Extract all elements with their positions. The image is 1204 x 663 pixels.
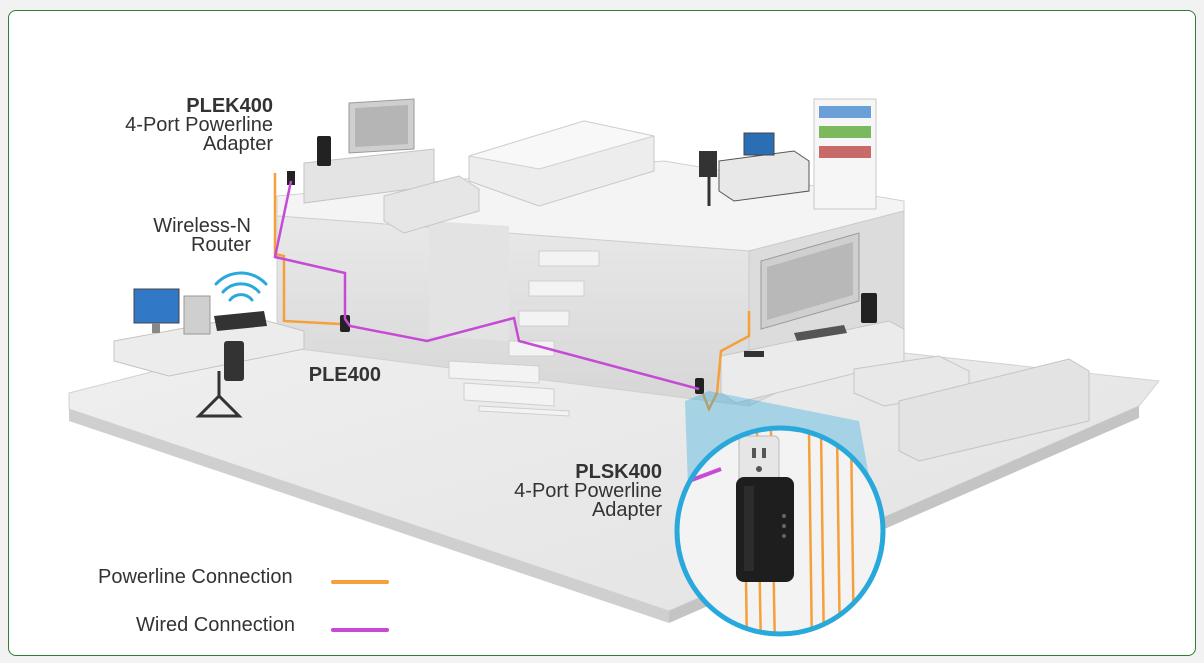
upstairs-bed: [383, 120, 655, 234]
legend-powerline-label: Powerline Connection: [98, 566, 293, 588]
downstairs-sofa: [853, 355, 1090, 462]
plek400-label: PLEK400 4-Port Powerline Adapter: [89, 95, 273, 155]
upstairs-office: [699, 98, 877, 210]
wifi-icon: [214, 271, 268, 302]
plek400-line1: 4-Port Powerline: [125, 114, 273, 136]
powerline-connection-lines: [273, 173, 751, 413]
legend-powerline-swatch: [331, 580, 389, 584]
plsk400-adapter: [695, 378, 704, 394]
plsk400-model: PLSK400: [575, 461, 662, 483]
ple400-adapter: [340, 315, 350, 332]
router-line2: Router: [190, 234, 251, 256]
plek400-model: PLEK400: [186, 95, 273, 117]
plsk400-line2: Adapter: [591, 499, 662, 521]
staircase: [448, 250, 600, 417]
wired-connection-lines: [273, 180, 700, 391]
upstairs-tv: [287, 98, 435, 204]
zoom-callout: [674, 391, 886, 637]
plsk400-line1: 4-Port Powerline: [514, 480, 662, 502]
plsk400-label: PLSK400 4-Port Powerline Adapter: [479, 461, 662, 521]
router-desk: [113, 288, 305, 418]
ple400-label: PLE400: [289, 364, 381, 386]
legend-wired-swatch: [331, 628, 389, 632]
house-illustration: [68, 98, 1160, 637]
ple400-model: PLE400: [308, 364, 381, 386]
plek400-line2: Adapter: [202, 133, 273, 155]
zoom-ring: [674, 425, 886, 637]
router-line1: Wireless-N: [153, 215, 251, 237]
legend-wired-label: Wired Connection: [136, 614, 295, 636]
downstairs-tv: [720, 232, 905, 404]
router-device: [214, 311, 267, 331]
diagram-frame: PLEK400 4-Port Powerline Adapter Wireles…: [8, 10, 1196, 656]
router-label: Wireless-N Router: [109, 215, 251, 256]
